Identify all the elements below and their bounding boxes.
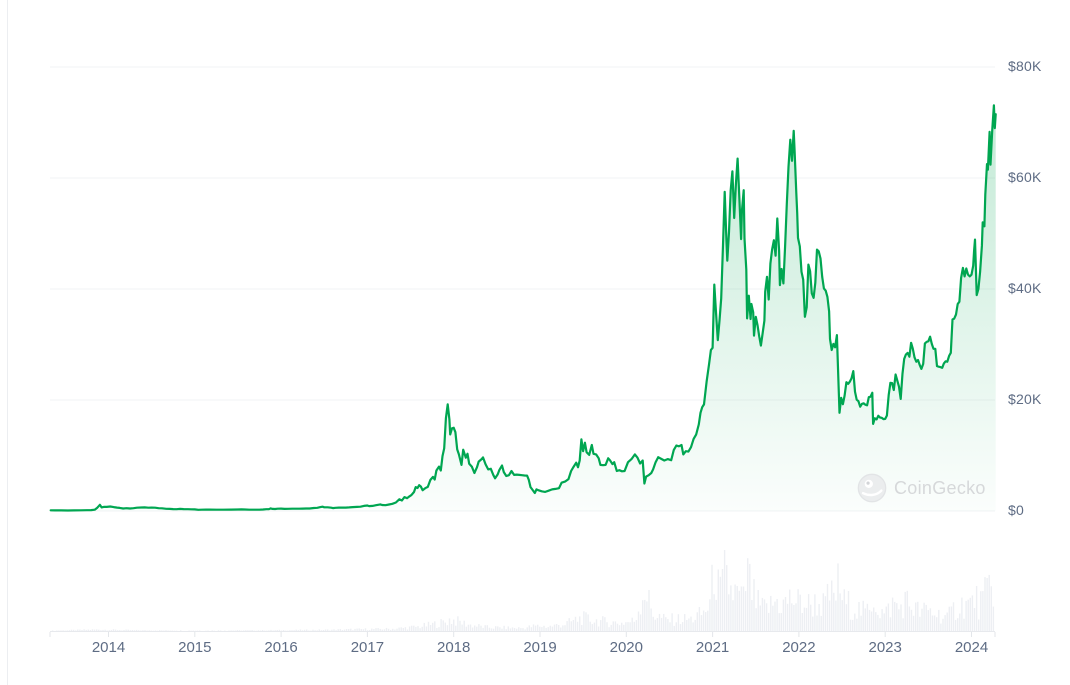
price-area [50,105,996,512]
y-axis-label: $40K [1008,280,1042,296]
x-axis-label: 2016 [264,639,298,656]
price-line [49,104,997,512]
x-axis-label: 2019 [523,639,557,656]
y-axis-label: $80K [1008,58,1042,74]
x-axis-label: 2017 [350,639,385,656]
volume-bars [51,550,995,631]
y-axis-label: $0 [1008,502,1024,518]
x-axis-label: 2014 [91,639,126,656]
page-left-border [7,0,8,685]
x-axis-label: 2022 [782,639,816,656]
x-axis-label: 2021 [695,639,730,656]
coingecko-brand-text: CoinGecko [894,477,986,498]
coingecko-watermark: CoinGecko [857,473,986,503]
x-axis-label: 2024 [954,639,989,656]
coingecko-logo-icon [857,473,887,503]
x-tick-marks [49,632,996,637]
x-axis-label: 2018 [437,639,471,656]
x-axis-label: 2020 [609,639,643,656]
y-axis-label: $60K [1008,169,1042,185]
x-axis-label: 2015 [178,639,212,656]
x-axis-label: 2023 [868,639,902,656]
y-axis-label: $20K [1008,391,1042,407]
